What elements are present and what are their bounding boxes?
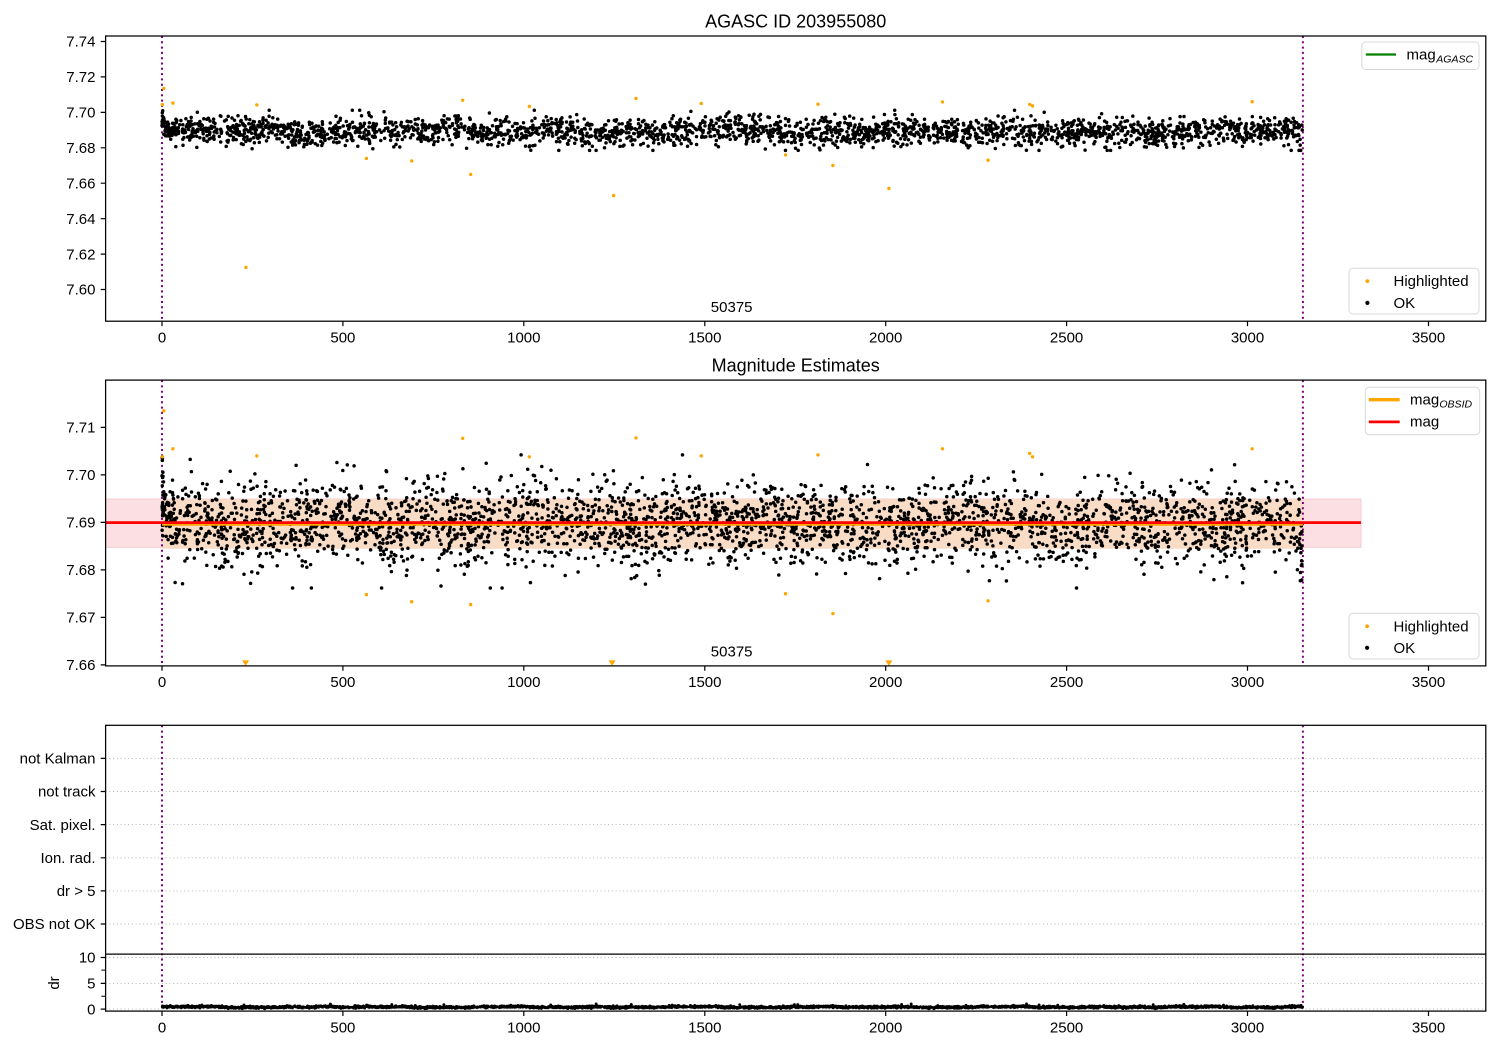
svg-text:mag: mag bbox=[1410, 391, 1439, 408]
svg-text:7.68: 7.68 bbox=[66, 140, 95, 157]
svg-text:7.74: 7.74 bbox=[66, 34, 95, 51]
svg-text:2000: 2000 bbox=[869, 1019, 902, 1036]
svg-text:50375: 50375 bbox=[711, 644, 753, 661]
svg-text:500: 500 bbox=[330, 1019, 355, 1036]
svg-text:3000: 3000 bbox=[1231, 329, 1264, 346]
svg-text:2500: 2500 bbox=[1050, 674, 1083, 691]
svg-text:1500: 1500 bbox=[688, 1019, 721, 1036]
svg-text:2000: 2000 bbox=[869, 674, 902, 691]
svg-text:AGASC: AGASC bbox=[1435, 53, 1473, 65]
svg-text:50375: 50375 bbox=[711, 299, 753, 316]
svg-text:0: 0 bbox=[87, 1001, 95, 1018]
svg-text:Magnitude Estimates: Magnitude Estimates bbox=[712, 356, 880, 376]
svg-text:0: 0 bbox=[158, 674, 166, 691]
svg-text:mag: mag bbox=[1407, 46, 1436, 63]
svg-text:3500: 3500 bbox=[1412, 1019, 1445, 1036]
svg-text:7.62: 7.62 bbox=[66, 246, 95, 263]
svg-text:Sat. pixel.: Sat. pixel. bbox=[30, 817, 96, 834]
svg-text:3000: 3000 bbox=[1231, 674, 1264, 691]
svg-text:7.64: 7.64 bbox=[66, 211, 95, 228]
svg-text:OK: OK bbox=[1394, 640, 1416, 657]
svg-text:1500: 1500 bbox=[688, 329, 721, 346]
svg-text:3500: 3500 bbox=[1412, 329, 1445, 346]
svg-text:OBS not OK: OBS not OK bbox=[13, 916, 96, 933]
svg-text:1500: 1500 bbox=[688, 674, 721, 691]
svg-text:Highlighted: Highlighted bbox=[1394, 618, 1469, 635]
svg-text:7.66: 7.66 bbox=[66, 175, 95, 192]
svg-text:500: 500 bbox=[330, 329, 355, 346]
svg-text:dr: dr bbox=[46, 976, 63, 989]
svg-text:1000: 1000 bbox=[507, 329, 540, 346]
svg-text:7.67: 7.67 bbox=[66, 610, 95, 627]
svg-text:3000: 3000 bbox=[1231, 1019, 1264, 1036]
svg-text:7.70: 7.70 bbox=[66, 467, 95, 484]
svg-text:Ion. rad.: Ion. rad. bbox=[40, 850, 95, 867]
svg-text:2500: 2500 bbox=[1050, 1019, 1083, 1036]
svg-text:OK: OK bbox=[1394, 295, 1416, 312]
svg-text:not track: not track bbox=[38, 784, 96, 801]
svg-text:7.68: 7.68 bbox=[66, 562, 95, 579]
svg-text:7.72: 7.72 bbox=[66, 69, 95, 86]
svg-text:5: 5 bbox=[87, 976, 95, 993]
svg-text:1000: 1000 bbox=[507, 674, 540, 691]
svg-text:mag: mag bbox=[1410, 414, 1439, 431]
svg-text:AGASC ID 203955080: AGASC ID 203955080 bbox=[705, 12, 886, 32]
svg-text:7.71: 7.71 bbox=[66, 420, 95, 437]
svg-text:7.69: 7.69 bbox=[66, 515, 95, 532]
svg-text:Highlighted: Highlighted bbox=[1394, 273, 1469, 290]
svg-text:not Kalman: not Kalman bbox=[20, 751, 96, 768]
svg-text:7.70: 7.70 bbox=[66, 105, 95, 122]
svg-text:2500: 2500 bbox=[1050, 329, 1083, 346]
svg-text:1000: 1000 bbox=[507, 1019, 540, 1036]
svg-text:2000: 2000 bbox=[869, 329, 902, 346]
svg-text:500: 500 bbox=[330, 674, 355, 691]
svg-text:dr > 5: dr > 5 bbox=[57, 883, 96, 900]
svg-text:0: 0 bbox=[158, 1019, 166, 1036]
svg-text:OBSID: OBSID bbox=[1439, 398, 1472, 410]
svg-text:3500: 3500 bbox=[1412, 674, 1445, 691]
svg-text:0: 0 bbox=[158, 329, 166, 346]
svg-text:7.60: 7.60 bbox=[66, 282, 95, 299]
svg-text:7.66: 7.66 bbox=[66, 657, 95, 674]
svg-text:10: 10 bbox=[79, 950, 96, 967]
